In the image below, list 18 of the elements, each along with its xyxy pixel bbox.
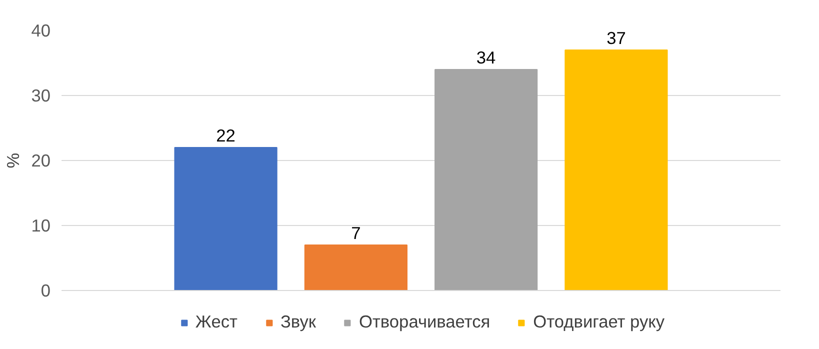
legend-label: Жест [195, 312, 238, 332]
y-tick-label: 30 [31, 86, 51, 106]
y-tick-label: 0 [40, 280, 51, 300]
legend-label: Звук [280, 312, 316, 332]
y-tick-label: 40 [31, 20, 51, 40]
bar [174, 147, 278, 290]
legend-label: Отодвигает руку [533, 312, 665, 332]
y-axis-title: % [3, 152, 24, 168]
legend-label: Отворачивается [358, 312, 490, 332]
data-label: 22 [216, 126, 236, 146]
y-tick-label: 10 [31, 216, 51, 236]
data-label: 7 [351, 223, 361, 243]
bar [434, 69, 538, 290]
data-label: 34 [476, 48, 496, 68]
y-tick-label: 20 [31, 150, 51, 170]
data-label: 37 [606, 28, 626, 48]
bar [564, 50, 668, 290]
bar [304, 244, 408, 290]
